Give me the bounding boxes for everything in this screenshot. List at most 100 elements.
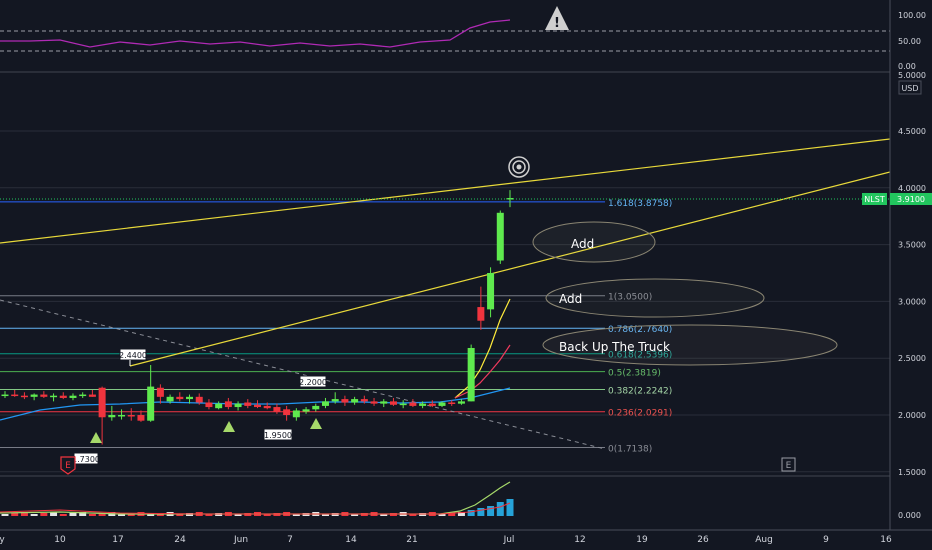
time-tick-label: 7 <box>287 535 293 545</box>
price-axis-labels: 4.5000 4.0000 3.5000 3.0000 2.5000 2.0000 1.50… <box>898 11 926 520</box>
volume-bar <box>321 514 329 516</box>
earnings-marker[interactable]: E <box>60 456 76 475</box>
back-up-the-truck-ellipse[interactable] <box>542 324 838 366</box>
candle-body <box>79 394 87 397</box>
price-tick-label: 4.5000 <box>898 127 926 136</box>
candle-body <box>399 403 407 406</box>
candle-body <box>50 395 58 398</box>
candle-body <box>312 405 320 410</box>
candle <box>137 410 145 422</box>
candle <box>176 392 184 402</box>
volume-bar <box>1 514 9 516</box>
time-tick-label: 19 <box>636 535 648 545</box>
candle <box>147 365 155 422</box>
fib-level-label: 1.618(3.8758) <box>608 199 672 209</box>
candle <box>156 384 164 404</box>
candle-body <box>20 395 28 398</box>
candle <box>283 405 291 421</box>
time-axis[interactable]: y 10 17 24 Jun 7 14 21 Jul 12 19 26 Aug 9 16 <box>0 535 892 545</box>
candle <box>234 401 242 411</box>
candle-body <box>389 401 397 405</box>
candle <box>186 394 194 404</box>
candle <box>11 390 19 397</box>
volume-bar <box>50 512 58 516</box>
earnings-marker-upcoming[interactable]: E <box>781 457 796 472</box>
candle-body <box>321 401 329 406</box>
time-tick-label: 17 <box>112 535 123 545</box>
volume-bar <box>98 513 106 516</box>
candle-body <box>88 394 96 397</box>
time-tick-label: y <box>0 535 5 545</box>
candlestick-series <box>1 190 514 445</box>
candle <box>467 344 475 402</box>
candle <box>30 393 38 401</box>
candle-body <box>351 399 359 403</box>
candle <box>360 395 368 404</box>
candle <box>88 390 96 397</box>
candle-body <box>487 273 495 310</box>
candle-body <box>195 396 203 403</box>
svg-text:NLST: NLST <box>864 195 885 204</box>
candle-body <box>137 415 145 421</box>
candle <box>20 392 28 400</box>
candle <box>215 401 223 410</box>
candle-body <box>30 394 38 397</box>
candle-body <box>477 307 485 321</box>
volume-bar <box>487 506 495 516</box>
candle <box>50 393 58 402</box>
time-tick-label: 9 <box>823 535 829 545</box>
candle <box>244 399 252 409</box>
callout-2-2000: 2.2000 <box>299 375 327 388</box>
fib-level-label: 0.236(2.0291) <box>608 409 672 419</box>
volume-bar <box>40 513 48 516</box>
volume-bar <box>457 512 465 516</box>
callout-1-7300: 1.7300 <box>72 452 100 465</box>
time-tick-label: 21 <box>406 535 417 545</box>
add-ellipse-2[interactable] <box>545 278 765 318</box>
fib-level-label: 0.618(2.5396) <box>608 351 672 361</box>
volume-bar <box>380 514 388 516</box>
candle <box>487 267 495 318</box>
volume-bar <box>20 512 28 516</box>
candle <box>370 397 378 406</box>
volume-bar <box>477 508 485 516</box>
candle-body <box>438 402 446 406</box>
candle <box>321 397 329 409</box>
price-tick-label: 3.0000 <box>898 297 926 306</box>
candle-body <box>496 212 504 261</box>
candle-body <box>292 410 300 418</box>
candle-body <box>98 387 106 418</box>
upper-trend-line <box>0 138 891 244</box>
candle <box>399 400 407 409</box>
add-ellipse-1[interactable] <box>532 221 656 263</box>
volume-bar <box>351 514 359 516</box>
svg-text:!: ! <box>554 16 560 31</box>
volume-bar <box>506 499 514 516</box>
candle <box>389 397 397 406</box>
candle-body <box>244 402 252 406</box>
svg-text:E: E <box>786 461 792 471</box>
candle <box>166 394 174 404</box>
price-tick-label: 2.0000 <box>898 411 926 420</box>
rsi-warning-icon[interactable] <box>545 6 569 30</box>
candle <box>224 397 232 410</box>
candle <box>438 401 446 408</box>
target-icon[interactable] <box>508 156 530 178</box>
candle <box>457 399 465 405</box>
time-tick-label: 14 <box>345 535 357 545</box>
currency-badge[interactable]: USD <box>898 80 922 95</box>
candle-body <box>273 407 281 412</box>
rsi-pane: ! <box>0 6 890 52</box>
volume-bar <box>79 512 87 516</box>
candle-body <box>11 394 19 397</box>
candle <box>59 392 67 400</box>
ma-slow-line <box>0 387 511 421</box>
time-tick-label: 24 <box>174 535 186 545</box>
candle-body <box>360 399 368 402</box>
price-tick-label: 4.0000 <box>898 184 926 193</box>
candle-body <box>147 386 155 421</box>
fib-level-label: 0.5(2.3819) <box>608 369 661 379</box>
candle-body <box>176 396 184 400</box>
candle <box>341 395 349 406</box>
